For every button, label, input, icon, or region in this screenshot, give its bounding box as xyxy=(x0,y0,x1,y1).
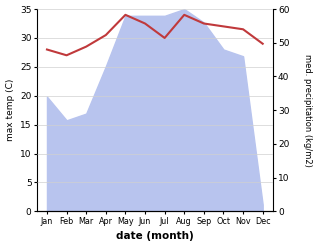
Y-axis label: max temp (C): max temp (C) xyxy=(5,79,15,141)
X-axis label: date (month): date (month) xyxy=(116,231,194,242)
Y-axis label: med. precipitation (kg/m2): med. precipitation (kg/m2) xyxy=(303,54,313,167)
